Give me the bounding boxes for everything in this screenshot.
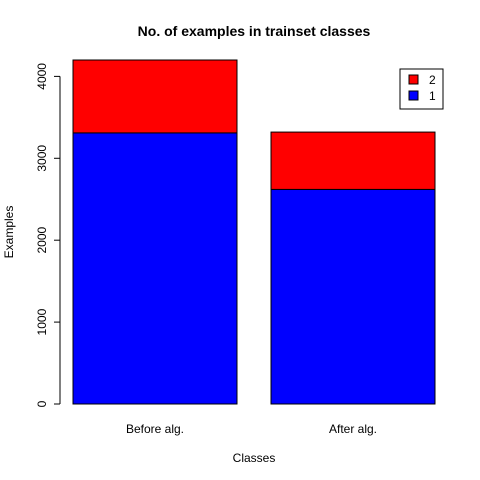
x-axis-label: Classes — [233, 451, 276, 465]
bar-segment-0-series-2 — [72, 59, 238, 134]
y-tick-label: 3000 — [35, 145, 49, 172]
legend-swatch-1 — [408, 90, 419, 101]
legend-label-2: 2 — [429, 73, 436, 87]
chart-title: No. of examples in trainset classes — [138, 23, 371, 39]
y-axis: 0 1000 2000 3000 4000 — [35, 63, 61, 407]
y-tick-label: 4000 — [35, 63, 49, 90]
legend-swatch-2 — [408, 74, 419, 85]
bar-segment-0-series-1 — [72, 132, 238, 405]
bars — [72, 59, 436, 405]
bar-segment-1-series-1 — [270, 188, 436, 405]
x-tick-labels: Before alg. After alg. — [126, 422, 377, 436]
bar-segment-1-series-2 — [270, 131, 436, 190]
legend-label-1: 1 — [429, 89, 436, 103]
y-axis-label: Examples — [2, 206, 16, 259]
y-tick-label: 2000 — [35, 227, 49, 254]
x-tick-label: After alg. — [329, 422, 377, 436]
y-tick-label: 0 — [35, 400, 49, 407]
y-tick-label: 1000 — [35, 308, 49, 335]
legend: 21 — [399, 68, 444, 110]
legend-box — [399, 68, 444, 110]
x-tick-label: Before alg. — [126, 422, 184, 436]
